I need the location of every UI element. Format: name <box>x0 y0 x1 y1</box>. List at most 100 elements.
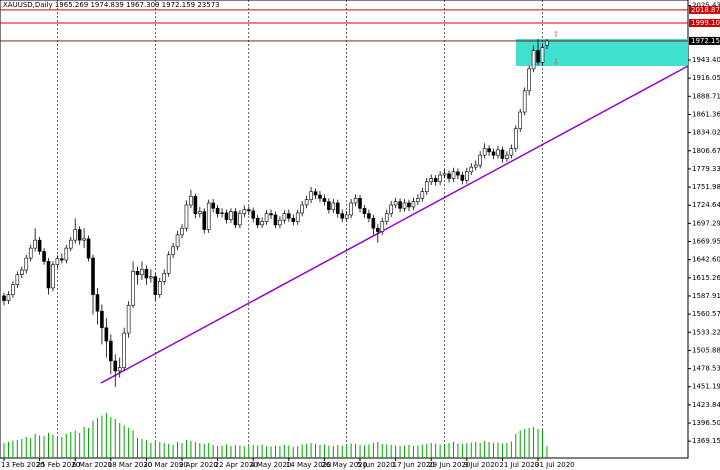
arrow-up: ⇧ <box>553 30 560 39</box>
candle-body <box>180 227 184 236</box>
candle-body <box>135 271 140 275</box>
y-tick-label: 1505.880 <box>692 346 720 354</box>
candle-body <box>545 40 549 46</box>
candle-body <box>202 211 207 230</box>
current-price-box <box>689 36 720 45</box>
candle-body <box>295 212 300 222</box>
candle-body <box>242 209 247 214</box>
candle-body <box>447 173 451 179</box>
candle-body <box>309 191 313 200</box>
candle-body <box>175 234 180 248</box>
candle-body <box>505 154 509 159</box>
candle-body <box>398 201 402 209</box>
candle-body <box>126 304 131 334</box>
candle-body <box>198 211 202 214</box>
candle-body <box>238 213 242 226</box>
candle-body <box>469 166 474 173</box>
y-tick-label: 1751.985 <box>692 183 720 191</box>
candle-body <box>42 251 46 262</box>
candle-body <box>64 247 69 261</box>
y-tick-label: 1615.260 <box>692 274 720 282</box>
candle-body <box>77 229 82 241</box>
candle-body <box>331 202 336 210</box>
x-tick-label: 21 Jul 2020 <box>499 461 539 469</box>
candle-body <box>206 202 211 230</box>
x-tick-label: 5 Jun 2020 <box>357 461 395 469</box>
candle-body <box>433 178 438 183</box>
candle-body <box>402 202 407 209</box>
candle-body <box>518 111 523 129</box>
candle-body <box>171 246 175 256</box>
candle-body <box>153 276 158 295</box>
candle-body <box>33 239 37 249</box>
x-tick-label: 29 Jun 2020 <box>428 461 470 469</box>
candle-body <box>340 213 345 219</box>
y-tick-label: 1451.190 <box>692 383 720 391</box>
candle-body <box>287 213 291 219</box>
chart-header: XAUUSD,Daily 1965.269 1974.839 1967.309 … <box>3 1 220 9</box>
candle-body <box>482 148 487 156</box>
candle-body <box>189 196 193 206</box>
candle-body <box>371 217 376 229</box>
y-tick-label: 1423.845 <box>692 401 720 409</box>
candle-body <box>322 198 327 202</box>
candle-body <box>73 229 78 241</box>
y-tick-label: 1369.155 <box>692 437 720 445</box>
candle-body <box>278 219 282 226</box>
candle-body <box>393 201 398 206</box>
level-label: 2018.870 <box>691 6 720 14</box>
candle-body <box>460 174 465 181</box>
candle-body <box>157 281 162 295</box>
y-tick-label: 1478.535 <box>692 365 720 373</box>
y-tick-label: 1779.330 <box>692 165 720 173</box>
level-label: 1999.100 <box>691 19 720 27</box>
candle-body <box>28 247 33 259</box>
x-tick-label: 26 May 2020 <box>321 461 367 469</box>
level-label-box <box>689 5 720 14</box>
y-tick-label: 1861.365 <box>692 110 720 118</box>
candle-body <box>2 295 6 301</box>
candle-body <box>220 212 224 214</box>
x-tick-label: 4 May 2020 <box>250 461 291 469</box>
y-tick-label: 1560.570 <box>692 310 720 318</box>
candle-body <box>300 204 304 214</box>
candle-body <box>215 207 220 214</box>
candle-body <box>184 204 189 229</box>
candle-body <box>246 209 251 212</box>
candle-body <box>20 269 24 275</box>
candle-body <box>24 257 29 271</box>
candle-body <box>451 171 456 179</box>
candle-body <box>51 264 55 289</box>
candle-body <box>442 173 447 176</box>
x-tick-label: 18 Mar 2020 <box>108 461 152 469</box>
x-tick-label: 22 Apr 2020 <box>215 461 258 469</box>
candle-body <box>438 174 442 183</box>
x-tick-label: 9 Jul 2020 <box>464 461 499 469</box>
candle-body <box>384 213 389 222</box>
candle-body <box>456 171 460 176</box>
candle-body <box>211 202 215 209</box>
candle-body <box>91 257 95 295</box>
candle-body <box>100 310 104 329</box>
x-tick-label: 25 Feb 2020 <box>37 461 81 469</box>
level-label-box <box>689 19 720 28</box>
candle-body <box>15 274 20 285</box>
candle-body <box>260 221 264 226</box>
y-tick-label: 1697.295 <box>692 219 720 227</box>
x-tick-label: 30 Mar 2020 <box>143 461 187 469</box>
y-tick-label: 1724.640 <box>692 201 720 209</box>
candle-body <box>358 198 362 209</box>
candle-body <box>193 196 198 214</box>
candle-body <box>46 261 51 289</box>
candle-body <box>531 50 536 70</box>
candle-body <box>113 360 118 372</box>
candle-body <box>37 239 42 252</box>
x-tick-label: 9 Apr 2020 <box>179 461 218 469</box>
candle-body <box>500 149 505 159</box>
candle-body <box>478 154 482 166</box>
candle-body <box>55 258 60 266</box>
candle-body <box>122 332 126 368</box>
candle-body <box>6 294 11 301</box>
candle-body <box>509 148 514 156</box>
